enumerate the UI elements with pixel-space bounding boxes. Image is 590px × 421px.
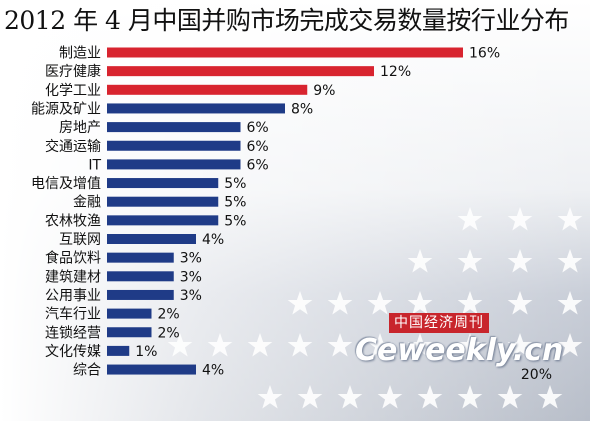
axis-max-label: 20% <box>521 367 552 383</box>
value-label: 9% <box>313 83 335 99</box>
category-label: IT <box>88 157 101 173</box>
bar <box>107 271 174 282</box>
bar <box>107 364 196 375</box>
value-label: 6% <box>247 139 269 155</box>
category-label: 公用事业 <box>45 288 101 304</box>
bar <box>107 140 241 151</box>
value-label: 2% <box>158 325 180 341</box>
category-label: 能源及矿业 <box>31 101 101 117</box>
watermark-site: Ceweekly.cn <box>355 333 564 368</box>
bar <box>107 122 241 133</box>
bar <box>107 327 152 338</box>
value-label: 12% <box>380 64 411 80</box>
watermark: 中国经济周刊 Ceweekly.cn <box>355 313 564 373</box>
bar <box>107 103 285 114</box>
value-label: 5% <box>224 176 246 192</box>
bar <box>107 66 374 77</box>
watermark-logo: 中国经济周刊 <box>389 313 489 333</box>
bar <box>107 234 196 244</box>
value-label: 6% <box>247 120 269 136</box>
category-label: 汽车行业 <box>45 306 101 323</box>
bars <box>107 47 463 375</box>
bar <box>107 84 308 95</box>
value-label: 2% <box>158 307 180 323</box>
value-label: 3% <box>180 288 202 304</box>
category-label: 食品饮料 <box>45 250 101 267</box>
bar <box>107 252 174 263</box>
value-labels: 16%12%9%8%6%6%6%5%5%5%4%3%3%3%2%2%1%4% <box>135 46 500 379</box>
category-label: 制造业 <box>59 46 101 62</box>
bar <box>107 308 152 319</box>
bar <box>107 289 174 300</box>
bar <box>107 159 241 170</box>
value-label: 5% <box>224 213 246 229</box>
value-label: 1% <box>135 344 157 360</box>
bar <box>107 215 219 226</box>
bar <box>107 47 463 58</box>
value-label: 16% <box>469 46 500 62</box>
bar <box>107 345 130 356</box>
category-label: 建筑建材 <box>45 269 101 285</box>
category-label: 金融 <box>73 195 101 211</box>
category-label: 综合 <box>73 363 101 379</box>
value-label: 4% <box>202 363 224 379</box>
category-label: 医疗健康 <box>45 63 101 80</box>
value-label: 8% <box>291 101 313 117</box>
category-label: 电信及增值 <box>31 176 101 192</box>
category-label: 化学工业 <box>45 83 101 99</box>
value-label: 4% <box>202 232 224 248</box>
bar <box>107 196 219 207</box>
category-label: 文化传媒 <box>45 344 101 360</box>
category-label: 连锁经营 <box>45 325 101 341</box>
chart-title: 2012 年 4 月中国并购市场完成交易数量按行业分布 <box>4 6 569 35</box>
category-label: 农林牧渔 <box>45 213 101 229</box>
category-label: 交通运输 <box>45 138 101 155</box>
value-label: 3% <box>180 269 202 285</box>
value-label: 6% <box>247 157 269 173</box>
category-label: 互联网 <box>59 232 101 248</box>
value-label: 3% <box>180 251 202 267</box>
bar <box>107 178 219 189</box>
category-label: 房地产 <box>59 120 101 136</box>
value-label: 5% <box>224 195 246 211</box>
